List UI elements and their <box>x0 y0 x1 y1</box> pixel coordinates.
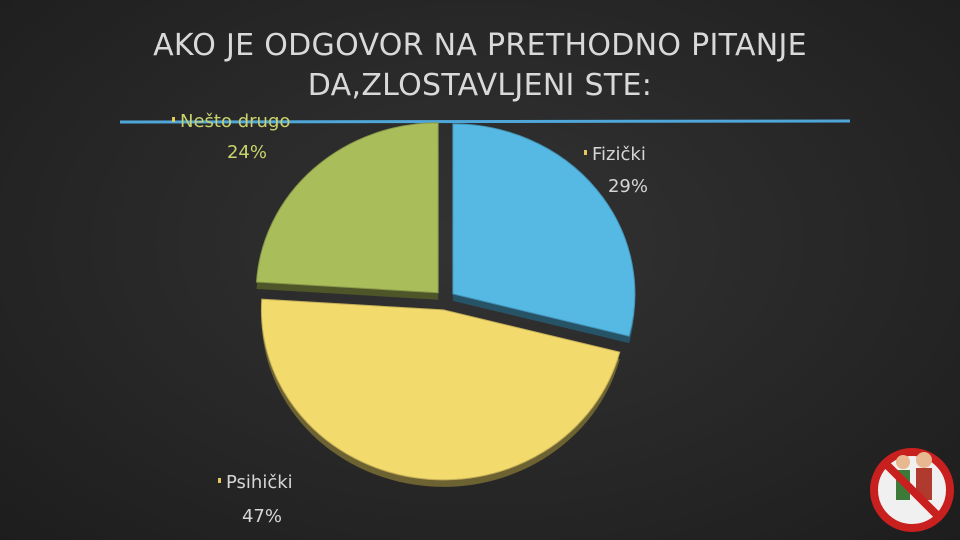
title-rule <box>119 119 851 124</box>
slice-label: Fizički <box>592 144 646 165</box>
label-bullet <box>584 150 587 155</box>
label-bullet <box>218 478 221 483</box>
slice <box>260 298 621 481</box>
slide-title: AKO JE ODGOVOR NA PRETHODNO PITANJE DA,Z… <box>153 28 807 103</box>
slice <box>452 123 636 337</box>
value-label: 47% <box>242 506 282 527</box>
slice-label: Psihički <box>226 472 293 493</box>
value-label: 29% <box>608 176 648 197</box>
slice <box>255 122 439 294</box>
no-sign-icon <box>870 448 954 532</box>
pie <box>255 122 636 487</box>
label-bullet <box>172 117 175 122</box>
slice-label: Nešto drugo <box>180 111 290 132</box>
value-label: 24% <box>227 142 267 163</box>
